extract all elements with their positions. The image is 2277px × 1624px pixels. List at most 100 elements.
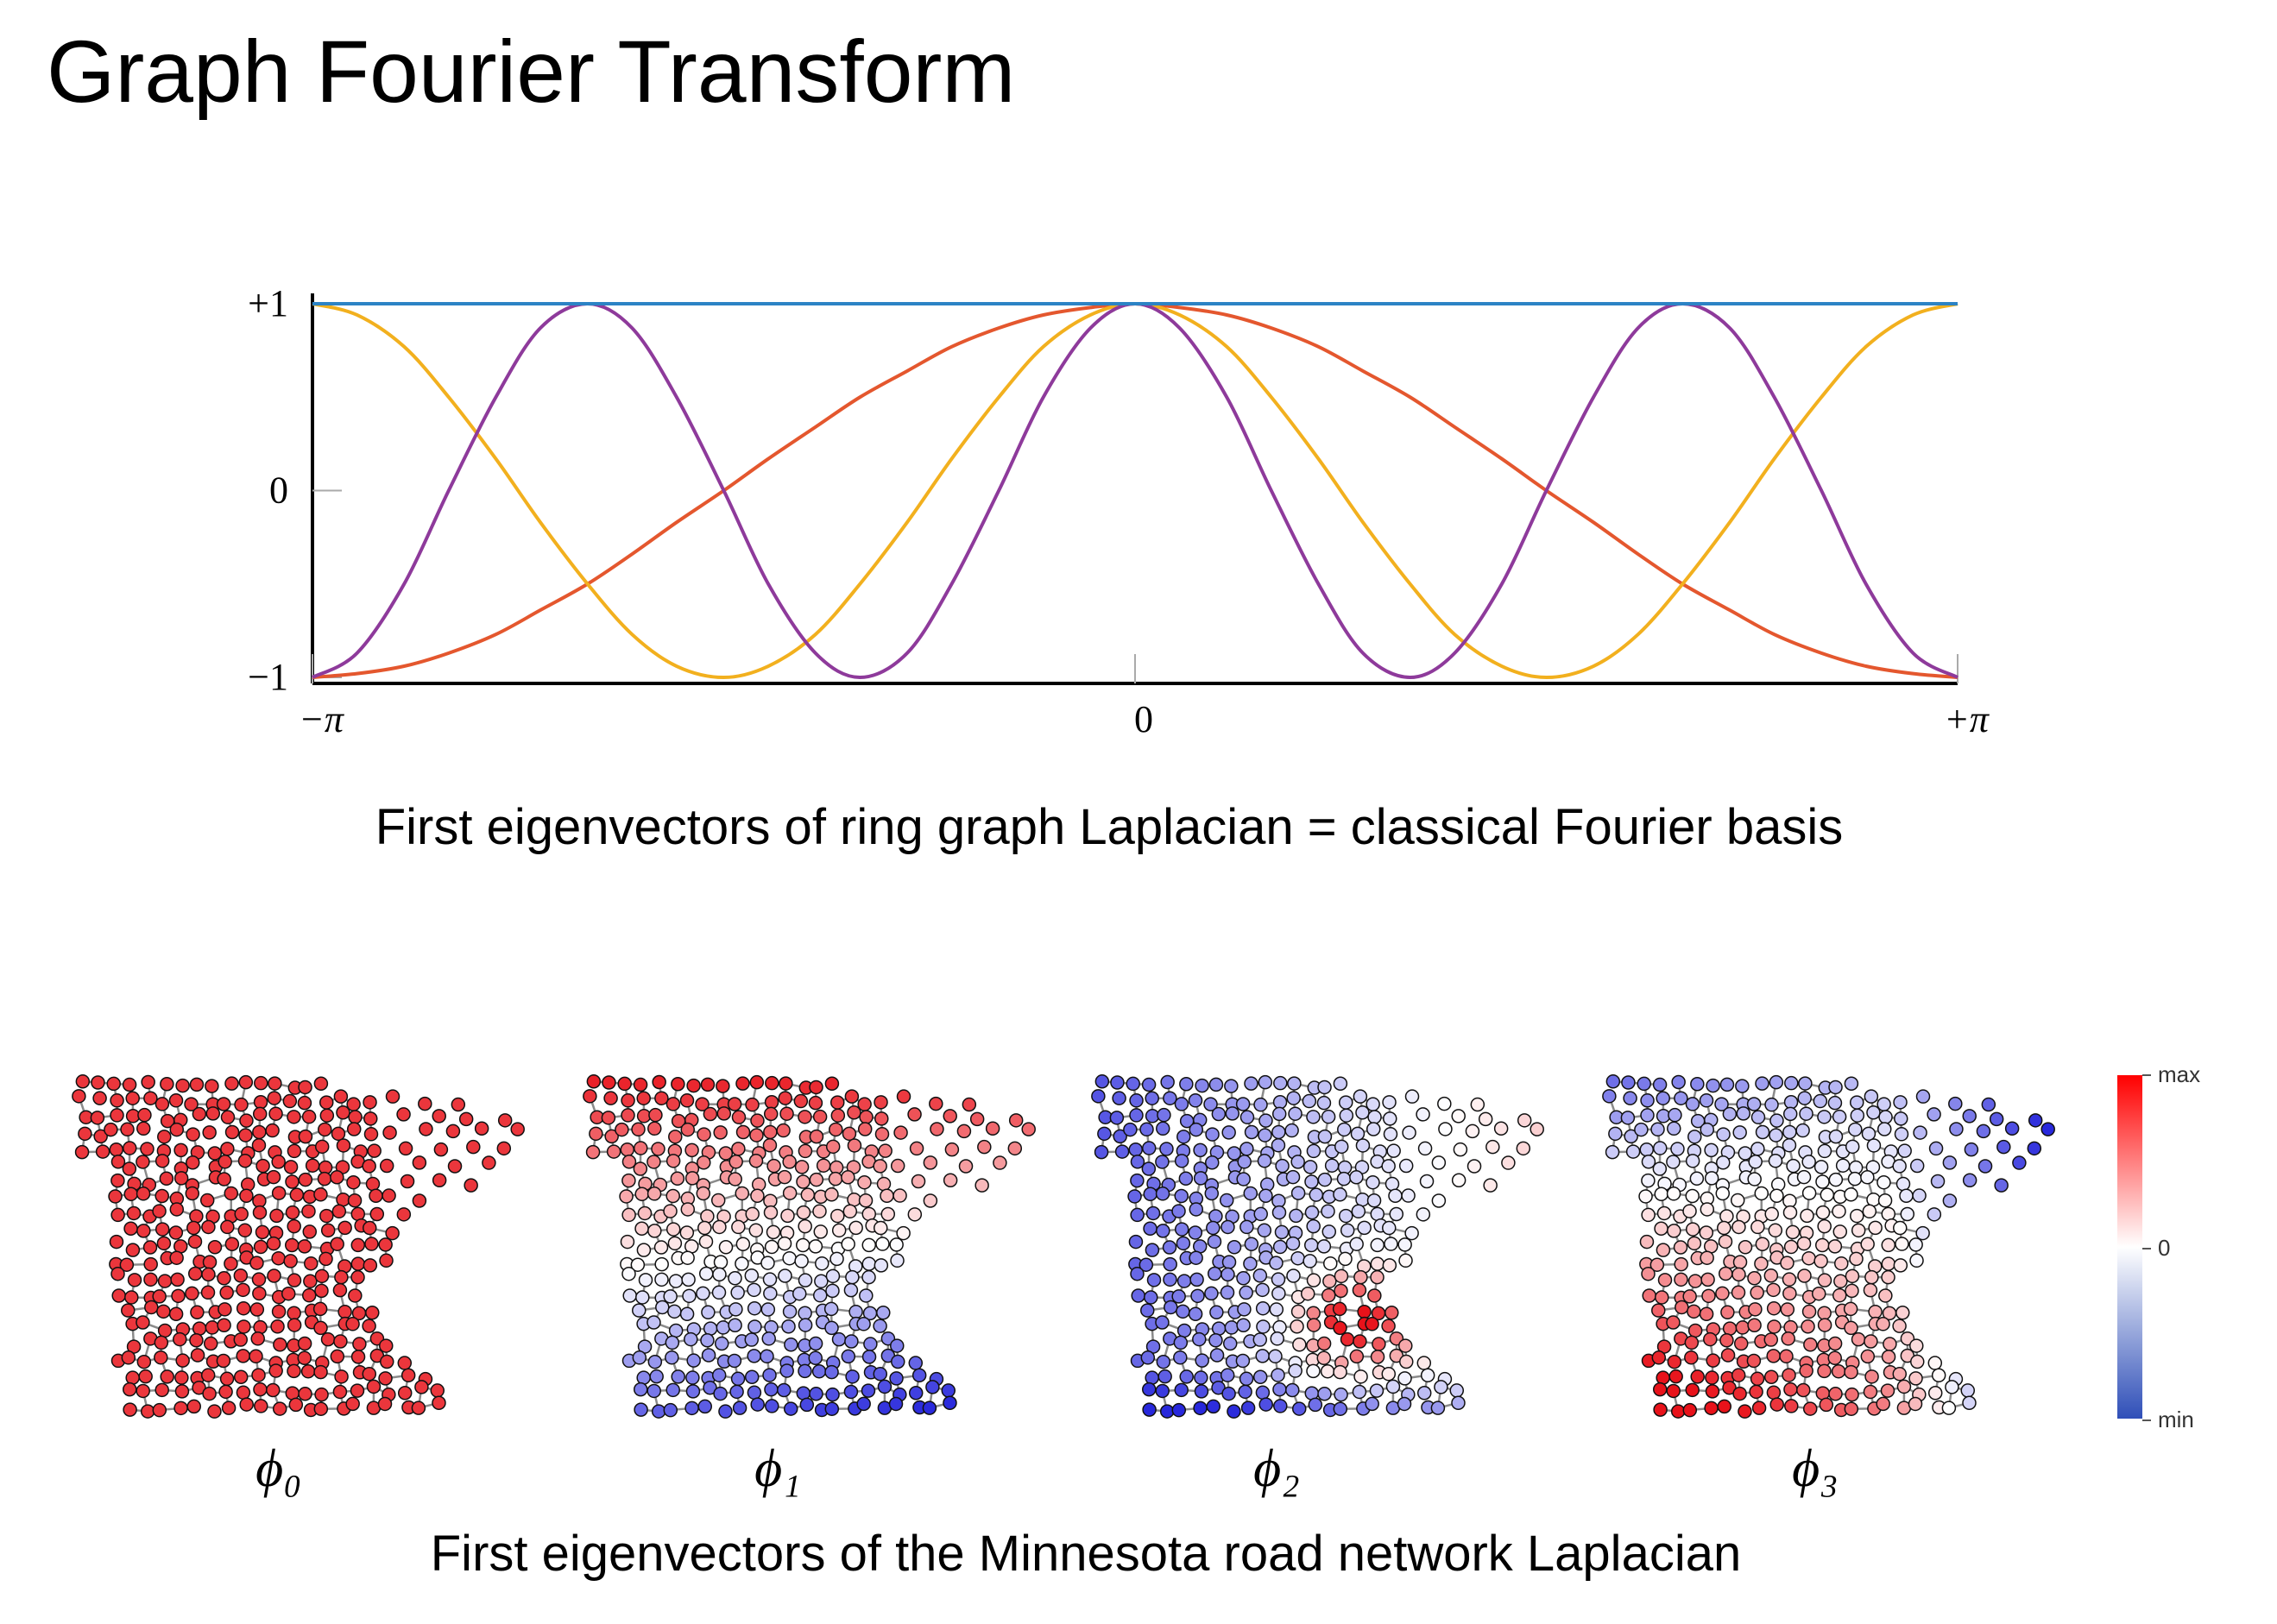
road-node xyxy=(224,1256,238,1271)
road-node xyxy=(679,1306,695,1322)
road-node xyxy=(1451,1395,1466,1411)
road-node xyxy=(1302,1254,1317,1268)
road-node xyxy=(1255,1349,1270,1363)
road-node xyxy=(287,1218,301,1234)
road-node xyxy=(1796,1236,1812,1251)
road-node xyxy=(638,1273,653,1287)
road-node xyxy=(1178,1171,1194,1186)
road-node xyxy=(1188,1225,1203,1240)
road-node xyxy=(856,1396,871,1412)
road-node xyxy=(1653,1141,1668,1155)
road-node xyxy=(730,1285,745,1300)
road-node xyxy=(331,1204,347,1219)
road-node xyxy=(1779,1349,1794,1364)
road-node xyxy=(880,1206,896,1222)
road-node xyxy=(825,1268,841,1284)
road-node xyxy=(1799,1363,1813,1378)
road-node xyxy=(1173,1335,1189,1350)
road-node xyxy=(1786,1158,1801,1174)
network-panels: ϕ₀ ϕ₁ ϕ₂ ϕ₃ max 0 min xyxy=(72,1061,2200,1498)
road-node xyxy=(1220,1219,1235,1235)
road-node xyxy=(320,1331,336,1347)
road-node xyxy=(1656,1091,1670,1105)
road-node xyxy=(1674,1272,1688,1287)
road-node xyxy=(615,1122,629,1137)
road-node xyxy=(956,1124,972,1139)
road-node xyxy=(237,1319,251,1334)
road-node xyxy=(1193,1142,1208,1158)
road-node xyxy=(1766,1385,1782,1401)
road-node xyxy=(907,1107,922,1122)
road-node xyxy=(1397,1237,1412,1252)
road-node xyxy=(224,1186,239,1201)
road-node xyxy=(1881,1256,1896,1271)
road-node xyxy=(621,1093,635,1108)
road-node xyxy=(845,1369,860,1384)
road-node xyxy=(301,1204,316,1218)
road-node xyxy=(1258,1128,1272,1142)
road-node xyxy=(829,1095,845,1110)
road-node xyxy=(1189,1250,1203,1265)
road-node xyxy=(236,1385,251,1401)
road-node xyxy=(1731,1267,1746,1282)
road-node xyxy=(1827,1239,1843,1254)
road-node xyxy=(379,1158,394,1174)
road-node xyxy=(1194,1384,1209,1399)
road-node xyxy=(106,1076,121,1092)
road-node xyxy=(1732,1386,1747,1401)
road-node xyxy=(1941,1401,1957,1415)
road-node xyxy=(701,1348,716,1363)
road-node xyxy=(1366,1122,1381,1136)
road-node xyxy=(1690,1077,1705,1092)
road-node xyxy=(697,1399,713,1414)
road-node xyxy=(1602,1089,1617,1104)
road-node xyxy=(1316,1095,1332,1111)
road-node xyxy=(1883,1337,1897,1351)
road-node xyxy=(1220,1285,1235,1300)
road-node xyxy=(1797,1091,1812,1105)
road-node xyxy=(856,1317,871,1331)
road-node xyxy=(1453,1142,1468,1157)
road-node xyxy=(1333,1076,1348,1091)
road-node xyxy=(684,1171,700,1186)
road-node xyxy=(809,1129,824,1144)
slide-title: Graph Fourier Transform xyxy=(47,22,1015,121)
road-node xyxy=(1290,1250,1305,1266)
road-node xyxy=(1321,1204,1335,1218)
network-panel xyxy=(1091,1074,1544,1419)
road-node xyxy=(1271,1272,1286,1287)
road-node xyxy=(1651,1303,1666,1318)
road-node xyxy=(621,1207,636,1223)
road-node xyxy=(255,1224,270,1240)
road-node xyxy=(345,1396,360,1412)
road-node xyxy=(1352,1384,1367,1400)
road-node xyxy=(1008,1113,1024,1128)
road-node xyxy=(1845,1387,1859,1402)
road-node xyxy=(497,1113,513,1128)
road-node xyxy=(1785,1224,1801,1240)
road-node xyxy=(1908,1396,1923,1412)
road-node xyxy=(201,1267,216,1282)
road-node xyxy=(1801,1304,1817,1319)
road-node xyxy=(169,1250,184,1265)
road-node xyxy=(154,1350,168,1365)
road-node xyxy=(1835,1158,1851,1173)
road-node xyxy=(270,1319,285,1334)
road-node xyxy=(716,1320,731,1335)
road-node xyxy=(1767,1319,1782,1334)
road-node xyxy=(908,1356,924,1370)
road-node xyxy=(1915,1089,1931,1104)
network-panel xyxy=(72,1074,525,1419)
road-node xyxy=(92,1091,107,1105)
road-node xyxy=(369,1188,383,1203)
road-node xyxy=(750,1188,765,1203)
road-node xyxy=(1639,1142,1655,1157)
road-node xyxy=(363,1111,378,1126)
road-node xyxy=(266,1236,281,1251)
road-node xyxy=(123,1221,138,1236)
road-node xyxy=(630,1257,646,1272)
panel-label: ϕ₃ xyxy=(1792,1439,1839,1498)
road-node xyxy=(1666,1383,1681,1399)
road-node xyxy=(1431,1155,1447,1170)
road-node xyxy=(652,1074,666,1090)
